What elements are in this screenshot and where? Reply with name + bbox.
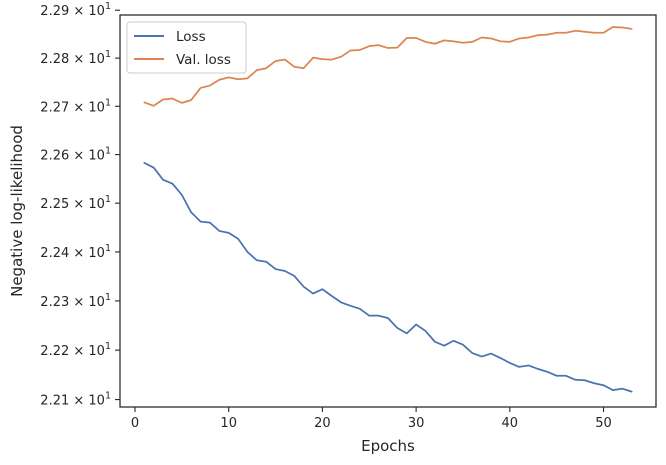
legend-label-loss: Loss	[176, 29, 206, 45]
y-tick-label: 2.23 × 101	[40, 292, 111, 310]
x-axis-label: Epochs	[361, 437, 415, 455]
y-tick-label: 2.24 × 101	[40, 243, 111, 261]
y-tick-label: 2.21 × 101	[40, 391, 111, 409]
y-tick-label: 2.29 × 101	[40, 1, 111, 19]
legend-label-val-loss: Val. loss	[176, 52, 231, 68]
y-tick-label: 2.28 × 101	[40, 49, 111, 67]
legend: Loss Val. loss	[126, 21, 247, 74]
x-tick-label: 10	[220, 416, 237, 431]
y-tick-label: 2.26 × 101	[40, 146, 111, 164]
x-tick-label: 0	[131, 416, 139, 431]
y-tick-label: 2.25 × 101	[40, 194, 111, 212]
x-tick-label: 50	[595, 416, 612, 431]
legend-box	[126, 21, 247, 74]
x-tick-label: 20	[314, 416, 331, 431]
y-tick-label: 2.22 × 101	[40, 341, 111, 359]
series-line-loss	[143, 161, 633, 393]
ticks-layer: 0 10 20 30 40 50 2.21 × 101 2.22 × 101 2.23 × 10…	[40, 1, 612, 431]
series-line-val-loss	[143, 26, 633, 107]
series-layer	[143, 26, 633, 393]
y-axis-label: Negative log-likelihood	[8, 125, 26, 297]
x-tick-label: 30	[408, 416, 425, 431]
x-tick-label: 40	[502, 416, 519, 431]
y-tick-label: 2.27 × 101	[40, 97, 111, 115]
plot-frame	[119, 14, 657, 408]
